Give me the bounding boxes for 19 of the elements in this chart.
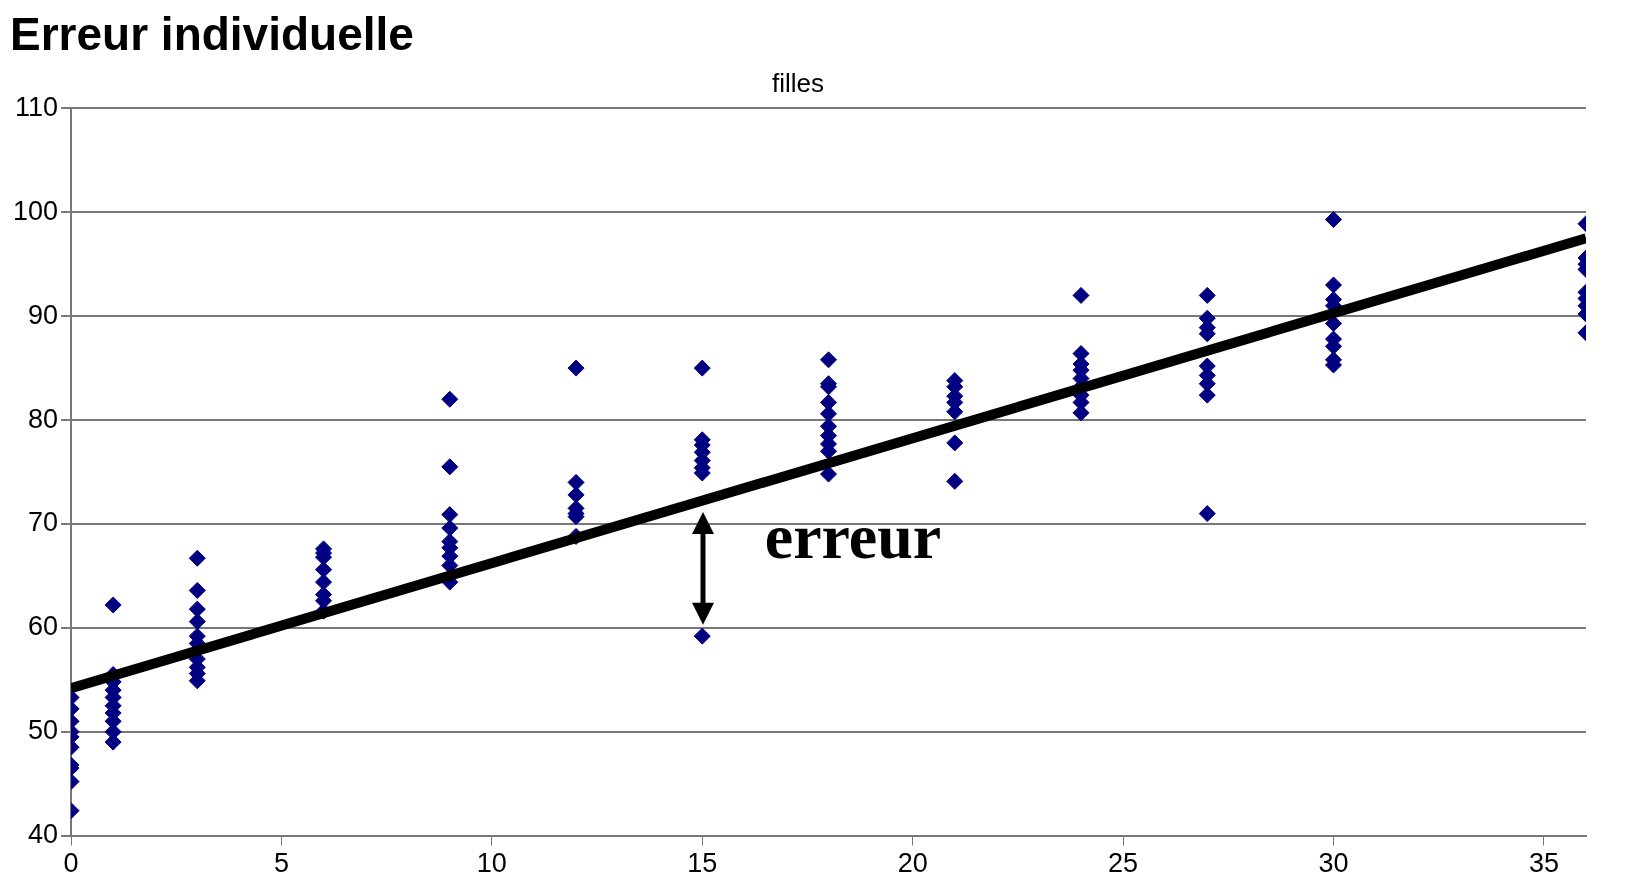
y-tick-label: 80 <box>28 403 59 434</box>
x-tick-label: 25 <box>1108 848 1139 879</box>
x-tick-label: 10 <box>476 848 507 879</box>
y-tick-label: 100 <box>12 195 59 226</box>
y-tick-label: 90 <box>28 299 59 330</box>
y-tick-label: 60 <box>28 611 59 642</box>
y-tick-label: 70 <box>28 507 59 538</box>
x-tick-label: 15 <box>687 848 718 879</box>
x-tick-label: 20 <box>897 848 928 879</box>
y-tick-label: 40 <box>28 819 59 850</box>
x-tick-label: 35 <box>1528 848 1559 879</box>
annotation: erreur <box>764 500 942 572</box>
y-tick-label: 50 <box>28 715 59 746</box>
x-tick-label: 30 <box>1318 848 1349 879</box>
x-tick-label: 5 <box>273 848 289 879</box>
chart-title: Erreur individuelle <box>10 8 414 61</box>
y-tick-label: 110 <box>15 91 59 122</box>
x-tick-label: 0 <box>63 848 79 879</box>
chart-subtitle: filles <box>771 67 825 98</box>
